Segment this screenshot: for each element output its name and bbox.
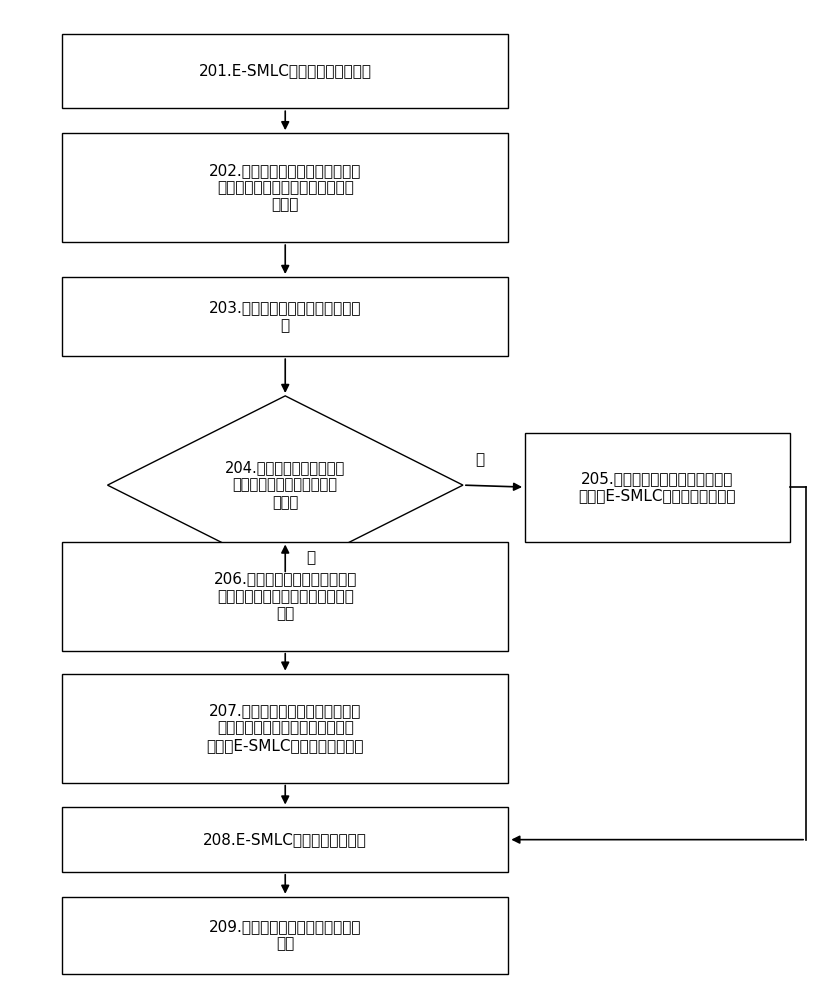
Text: 209.根据所述定位响应对终端进行
定位: 209.根据所述定位响应对终端进行 定位	[209, 919, 362, 952]
Text: 是: 是	[306, 551, 315, 566]
FancyBboxPatch shape	[62, 542, 509, 651]
Text: 203.在所述测量结果中设置位置信
元: 203.在所述测量结果中设置位置信 元	[209, 300, 362, 333]
FancyBboxPatch shape	[62, 277, 509, 356]
Text: 204.判断终端所处服务小区
的邻接小区是否为当前基站
内小区: 204.判断终端所处服务小区 的邻接小区是否为当前基站 内小区	[225, 460, 346, 510]
FancyBboxPatch shape	[62, 674, 509, 783]
Text: 201.E-SMLC向基站发送定位请求: 201.E-SMLC向基站发送定位请求	[199, 64, 372, 79]
FancyBboxPatch shape	[62, 133, 509, 242]
FancyBboxPatch shape	[62, 34, 509, 108]
FancyBboxPatch shape	[62, 807, 509, 872]
FancyBboxPatch shape	[525, 433, 790, 542]
Polygon shape	[108, 396, 463, 574]
Text: 205.将所述测量结果封装成定位响
应，向E-SMLC发送所述定位响应: 205.将所述测量结果封装成定位响 应，向E-SMLC发送所述定位响应	[579, 471, 736, 503]
Text: 206.获取所述邻接小区的位置信
息，将所述位置信息写入所述位置
信元: 206.获取所述邻接小区的位置信 息，将所述位置信息写入所述位置 信元	[214, 571, 357, 621]
Text: 202.基站接收所述定位请求，并根
据所述定位请求开启测量，收集测
量结果: 202.基站接收所述定位请求，并根 据所述定位请求开启测量，收集测 量结果	[209, 163, 362, 213]
Text: 208.E-SMLC接收所述定位响应: 208.E-SMLC接收所述定位响应	[203, 832, 367, 847]
Text: 否: 否	[475, 452, 484, 467]
FancyBboxPatch shape	[62, 897, 509, 974]
Text: 207.将携带有所述位置信息的位置
信元和所述测量结果封装成定位响
应，向E-SMLC发送所述定位响应: 207.将携带有所述位置信息的位置 信元和所述测量结果封装成定位响 应，向E-S…	[206, 703, 364, 753]
